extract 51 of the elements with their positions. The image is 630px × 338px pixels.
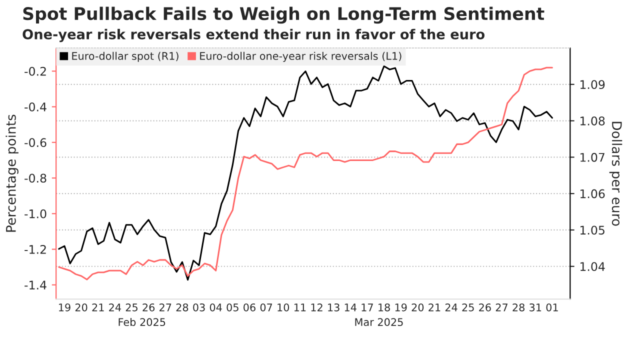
x-tick-label: 28 [512, 303, 524, 312]
x-tick-label: 07 [260, 303, 272, 312]
x-tick-label: 21 [428, 303, 440, 312]
y-tick-label: -1.0 [24, 209, 46, 218]
chart-subtitle: One-year risk reversals extend their run in favor of the euro [22, 28, 484, 42]
x-tick-label: 25 [462, 303, 474, 312]
x-tick-label: 13 [328, 303, 340, 312]
y-tick-label: -0.2 [24, 66, 46, 76]
x-tick-label: 03 [193, 303, 205, 312]
y-tick-label: -0.4 [24, 102, 46, 112]
x-tick-label: 19 [58, 303, 70, 312]
x-tick-label: 20 [412, 303, 424, 312]
x-tick-label: 25 [126, 303, 138, 312]
text: Feb 2025 [118, 318, 166, 326]
y2-tick-label: 1.09 [580, 80, 605, 90]
y-tick-label: -0.6 [24, 138, 46, 148]
x-tick-label: 05 [226, 303, 238, 312]
chart-title: Spot Pullback Fails to Weigh on Long-Term Sentiment [23, 6, 544, 24]
x-tick-label: 20 [75, 303, 88, 312]
x-tick-label: 27 [496, 303, 508, 312]
y-tick-label: -1.4 [24, 280, 46, 290]
x-tick-label: 14 [344, 304, 356, 312]
text: Mar 2025 [355, 318, 403, 326]
x-tick-label: 01 [546, 303, 558, 312]
x-tick-label: 10 [278, 303, 290, 312]
y2-tick-label: 1.07 [580, 152, 604, 162]
x-tick-label: 31 [530, 303, 542, 312]
x-tick-label: 17 [362, 304, 373, 312]
y-tick-label: -1.2 [24, 244, 46, 254]
x-tick-label: 11 [294, 304, 306, 312]
y2-tick-label: 1.05 [580, 226, 604, 235]
legend-label: Euro-dollar one-year risk reversals (L1) [200, 52, 402, 62]
x-tick-label: 12 [311, 303, 322, 312]
x-tick-label: 24 [445, 303, 458, 312]
y2-tick-label: 1.06 [580, 189, 605, 198]
x-tick-label: 18 [378, 303, 390, 312]
legend-label: Euro-dollar spot (R1) [72, 52, 178, 62]
x-tick-label: 26 [479, 303, 491, 312]
x-tick-label: 06 [244, 303, 256, 312]
x-tick-label: 28 [176, 303, 188, 312]
y2-tick-label: 1.08 [580, 116, 605, 126]
x-tick-label: 19 [395, 303, 407, 312]
x-tick-label: 04 [210, 303, 222, 312]
y-axis-title: Percentage points [6, 114, 18, 232]
x-tick-label: 26 [142, 303, 155, 312]
y-tick-label: -0.8 [24, 174, 46, 183]
x-tick-label: 21 [92, 303, 104, 312]
x-tick-label: 24 [109, 303, 121, 312]
y2-tick-label: 1.04 [580, 262, 605, 272]
x-tick-label: 27 [160, 303, 172, 312]
y2-axis-title: Dollars per euro [609, 122, 622, 226]
